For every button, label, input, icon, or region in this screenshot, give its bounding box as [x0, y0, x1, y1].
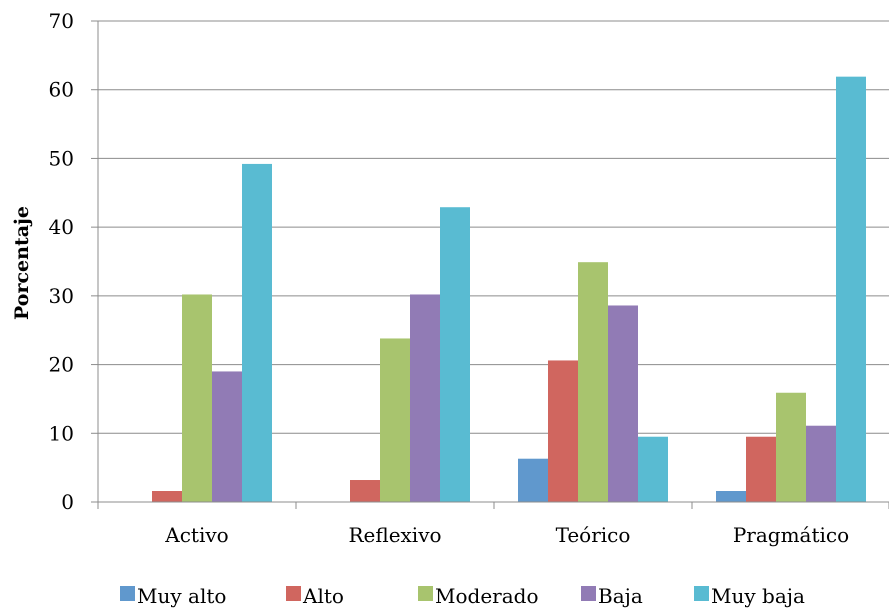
- legend-label: Muy baja: [711, 584, 805, 608]
- legend-swatch: [120, 586, 135, 601]
- bar-muy-baja-activo: [242, 163, 272, 502]
- y-tick-label: 70: [49, 9, 74, 33]
- y-tick-label: 0: [61, 490, 74, 514]
- bar-baja-teórico: [608, 305, 638, 502]
- bar-baja-activo: [212, 371, 242, 502]
- legend-swatch: [286, 586, 301, 601]
- y-tick-label: 60: [49, 78, 74, 102]
- bar-muy-alto-teórico: [518, 458, 548, 502]
- bar-muy-baja-reflexivo: [440, 207, 470, 503]
- y-tick-label: 30: [49, 284, 74, 308]
- legend-label: Baja: [598, 584, 643, 608]
- legend: Muy alto Alto Moderado Baja Muy baja: [120, 584, 805, 608]
- x-tick-label: Pragmático: [733, 523, 849, 547]
- bar-alto-pragmático: [746, 436, 776, 502]
- bar-muy-alto-pragmático: [716, 491, 746, 502]
- bar-moderado-pragmático: [776, 392, 806, 502]
- bar-alto-activo: [152, 491, 182, 502]
- bars: [152, 76, 866, 503]
- gridlines: [98, 20, 889, 434]
- bar-alto-reflexivo: [350, 480, 380, 502]
- legend-swatch: [581, 586, 596, 601]
- bar-moderado-reflexivo: [380, 338, 410, 502]
- y-tick-label: 20: [49, 353, 74, 377]
- bar-moderado-activo: [182, 294, 212, 502]
- x-tick-label: Teórico: [556, 523, 631, 547]
- legend-swatch: [694, 586, 709, 601]
- bar-muy-baja-teórico: [638, 436, 668, 502]
- y-axis-title: Porcentaje: [11, 206, 33, 320]
- legend-label: Moderado: [435, 584, 539, 608]
- bar-baja-pragmático: [806, 425, 836, 502]
- x-tick-label: Reflexivo: [348, 523, 441, 547]
- bar-alto-teórico: [548, 360, 578, 502]
- x-tick-label: Activo: [164, 523, 228, 547]
- legend-label: Muy alto: [137, 584, 226, 608]
- axes: 0 10 20 30 40 50 60 70 Activo Reflexivo Teórico Pra…: [49, 9, 889, 547]
- y-tick-label: 50: [49, 146, 74, 170]
- bar-moderado-teórico: [578, 262, 608, 502]
- y-tick-label: 10: [49, 421, 74, 445]
- bar-muy-baja-pragmático: [836, 76, 866, 502]
- bar-baja-reflexivo: [410, 294, 440, 502]
- y-tick-label: 40: [49, 215, 74, 239]
- legend-swatch: [418, 586, 433, 601]
- legend-label: Alto: [302, 584, 344, 608]
